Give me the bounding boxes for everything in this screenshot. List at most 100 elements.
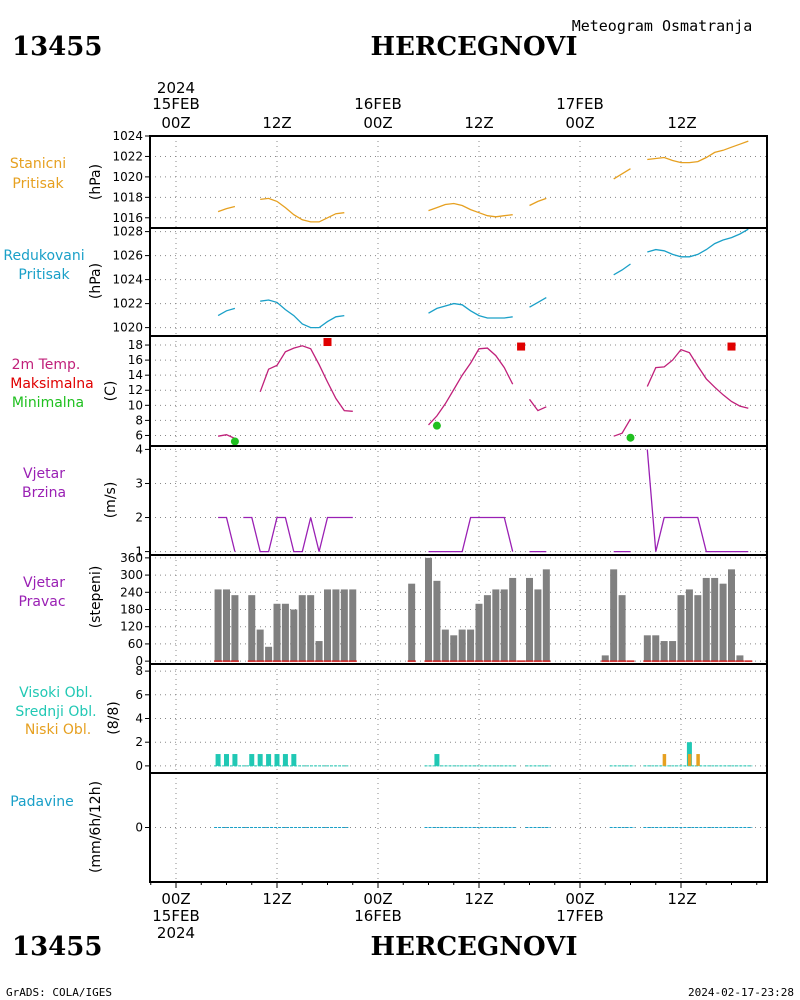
wind-direction-bar [425, 557, 432, 662]
day-label-top: 15FEB [152, 95, 199, 113]
y-tick-label: 0 [135, 821, 143, 835]
wind-speed-line [428, 516, 514, 553]
wind-direction-bar [475, 603, 483, 662]
y-tick-label: 1 [135, 545, 143, 559]
cloud-high-mid-bar [434, 754, 440, 766]
wind-direction-bar [265, 646, 273, 662]
y-tick-label: 6 [135, 428, 143, 442]
panel-frame [149, 135, 768, 229]
y-tick-label: 60 [128, 637, 143, 651]
station-pressure-unit: (hPa) [88, 164, 104, 200]
wind-direction-bar [719, 583, 727, 662]
cloud-low-bar [687, 754, 692, 766]
temperature-line [646, 348, 749, 409]
wind-direction-bar [685, 589, 693, 662]
cloud-high-mid-bar [291, 754, 297, 766]
wind-direction-bar [307, 595, 315, 662]
year-bottom: 2024 [157, 924, 195, 942]
tmin-title: Minimalna [12, 395, 84, 411]
y-tick-label: 1018 [112, 190, 143, 204]
wind-direction-bar [298, 595, 306, 662]
cloud-high-title: Visoki Obl. [19, 685, 93, 701]
station-pressure-line [613, 168, 631, 180]
wind-speed-title: Vjetar [23, 466, 65, 482]
y-tick-label: 18 [128, 338, 143, 352]
wind-direction-bar [223, 589, 230, 662]
wind-direction-bar [702, 577, 710, 662]
wind-direction-bar [231, 595, 239, 662]
wind-direction-bar [332, 589, 340, 662]
wind-direction-bar [441, 629, 449, 662]
wind-speed-line [218, 516, 236, 552]
wind-direction-bar [281, 603, 289, 662]
wind-direction-title: Vjetar [23, 575, 65, 591]
y-tick-label: 1024 [112, 129, 143, 143]
y-tick-label: 2 [135, 735, 143, 749]
footer-station-id: 13455 [12, 932, 102, 962]
footer-timestamp: 2024-02-17-23:28 [688, 986, 794, 999]
y-tick-label: 16 [128, 353, 143, 367]
y-tick-label: 1024 [112, 273, 143, 287]
time-label-top: 12Z [464, 114, 493, 132]
day-label-top: 16FEB [354, 95, 401, 113]
panel-titles: Stanicni Pritisak Redukovani Pritisak 2m… [3, 156, 96, 810]
footer-station-name: HERCEGNOVI [371, 932, 578, 962]
wind-direction-bar [340, 589, 348, 662]
temperature-title: 2m Temp. [12, 357, 81, 373]
tmin-marker [432, 421, 441, 430]
wind-direction-bar [324, 589, 331, 662]
wind-direction-bar [652, 635, 660, 662]
panel-frame [149, 772, 768, 883]
tmax-marker [517, 342, 526, 351]
time-label-top: 12Z [262, 114, 291, 132]
station-pressure-line [428, 202, 513, 218]
temperature-unit: (C) [103, 381, 119, 402]
tmax-marker [727, 342, 736, 351]
wind-direction-bar [290, 609, 298, 662]
wind-direction-bar [433, 580, 441, 662]
reduced-pressure-line [647, 228, 749, 258]
cloud-high-mid-bar [249, 754, 255, 766]
y-tick-label: 1022 [112, 297, 143, 311]
y-tick-label: 6 [135, 688, 143, 702]
wind-direction-bar [660, 641, 668, 662]
wind-speed-line [646, 449, 749, 553]
time-label-top: 00Z [161, 114, 190, 132]
day-label-bottom: 16FEB [354, 907, 401, 925]
wind-direction-bar [677, 595, 685, 662]
reduced-pressure-line [260, 299, 345, 329]
station-pressure-line [647, 140, 749, 164]
y-tick-label: 1026 [112, 249, 143, 263]
time-label-top: 00Z [565, 114, 594, 132]
wind-direction-bar [601, 655, 609, 662]
cloud-low-bar [662, 754, 667, 766]
reduced-pressure-title: Redukovani [3, 248, 84, 264]
wind-direction-bar [728, 569, 735, 662]
y-tick-label: 10 [128, 398, 143, 412]
product-title: Meteogram Osmatranja [572, 17, 753, 35]
y-tick-label: 240 [120, 585, 143, 599]
wind-direction-bar [408, 583, 416, 662]
tmax-marker [323, 338, 332, 347]
station-id: 13455 [12, 32, 102, 62]
reduced-pressure-title: Pritisak [18, 267, 70, 283]
y-tick-label: 8 [135, 664, 143, 678]
time-label-top: 12Z [667, 114, 696, 132]
cloud-high-mid-bar [224, 754, 229, 766]
wind-direction-bar [669, 641, 677, 662]
wind-speed-line [243, 516, 353, 553]
tmax-title: Maksimalna [10, 376, 94, 392]
wind-direction-bar [534, 589, 542, 662]
panel-frame [149, 663, 768, 774]
wind-direction-bar [256, 629, 264, 662]
wind-direction-bar [248, 595, 256, 662]
time-label-bottom: 12Z [667, 890, 696, 908]
reduced-pressure-line [428, 302, 513, 319]
reduced-pressure-unit: (hPa) [88, 263, 104, 299]
temperature-line [217, 434, 236, 440]
precip-title: Padavine [10, 794, 74, 810]
y-tick-label: 0 [135, 654, 143, 668]
y-tick-label: 300 [120, 568, 143, 582]
wind-direction-bar [618, 595, 626, 662]
